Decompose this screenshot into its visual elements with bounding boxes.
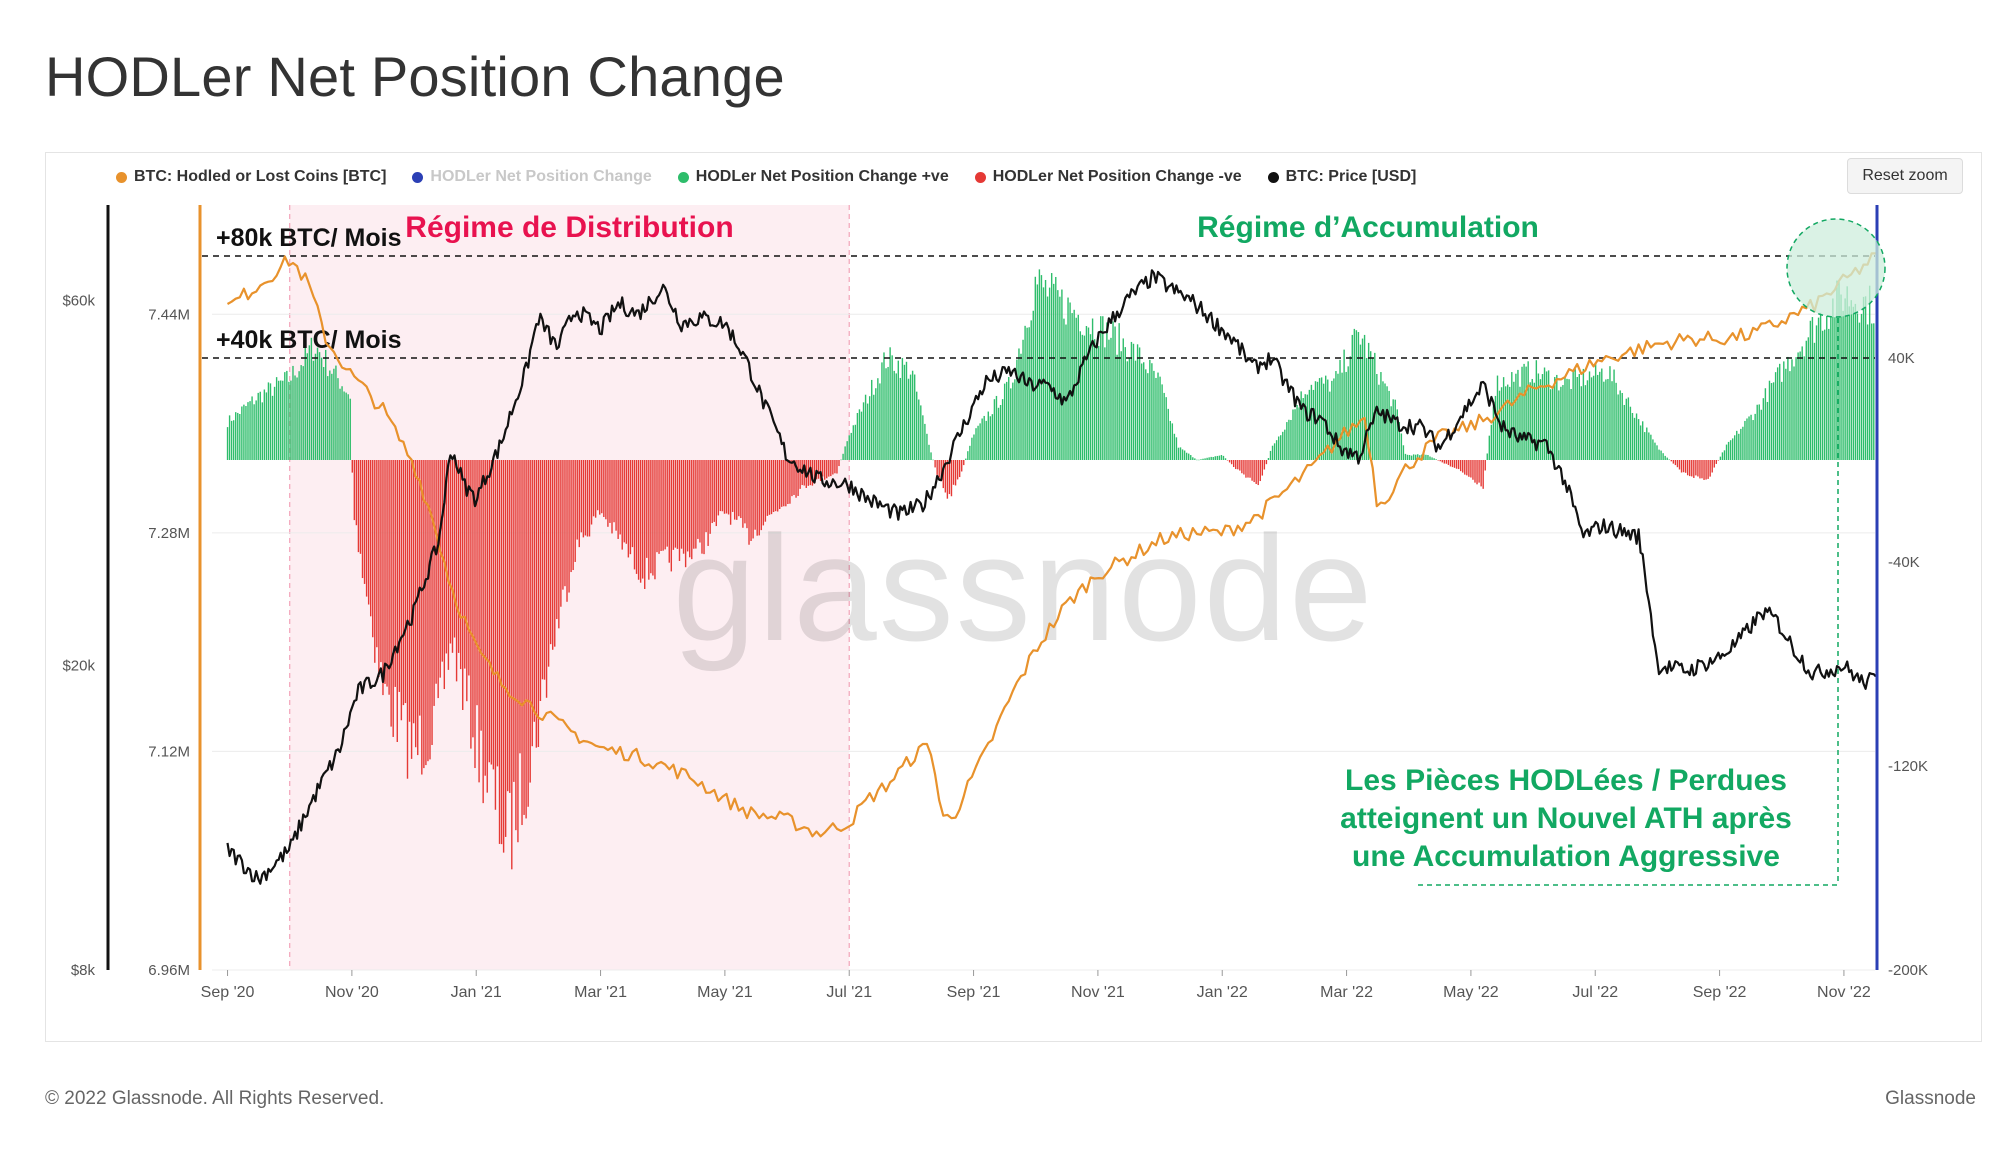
- legend-item-price[interactable]: BTC: Price [USD]: [1267, 168, 1417, 186]
- legend-label: HODLer Net Position Change +ve: [695, 168, 949, 185]
- legend-item-hodled[interactable]: BTC: Hodled or Lost Coins [BTC]: [116, 168, 386, 186]
- legend-dot-icon: [116, 171, 127, 183]
- legend-dot-icon: [974, 171, 986, 183]
- legend-dot-icon: [1267, 171, 1279, 183]
- legend-item-net-positive[interactable]: HODLer Net Position Change +ve: [677, 168, 949, 186]
- legend-dot-icon: [677, 171, 689, 183]
- chart-panel: [45, 152, 1982, 1042]
- copyright-text: © 2022 Glassnode. All Rights Reserved.: [45, 1088, 385, 1109]
- brand-text: Glassnode: [1885, 1088, 1976, 1109]
- legend-item-net-negative[interactable]: HODLer Net Position Change -ve: [974, 168, 1242, 186]
- reset-zoom-button[interactable]: Reset zoom: [1847, 158, 1963, 194]
- legend-label: HODLer Net Position Change: [430, 168, 652, 185]
- legend-label: BTC: Hodled or Lost Coins [BTC]: [134, 168, 387, 185]
- chart-legend: BTC: Hodled or Lost Coins [BTC] HODLer N…: [116, 168, 1416, 186]
- legend-label: HODLer Net Position Change -ve: [992, 168, 1242, 185]
- legend-dot-icon: [412, 171, 424, 183]
- legend-label: BTC: Price [USD]: [1285, 168, 1417, 185]
- page-title: HODLer Net Position Change: [45, 45, 785, 108]
- legend-item-net-change[interactable]: HODLer Net Position Change: [412, 168, 652, 186]
